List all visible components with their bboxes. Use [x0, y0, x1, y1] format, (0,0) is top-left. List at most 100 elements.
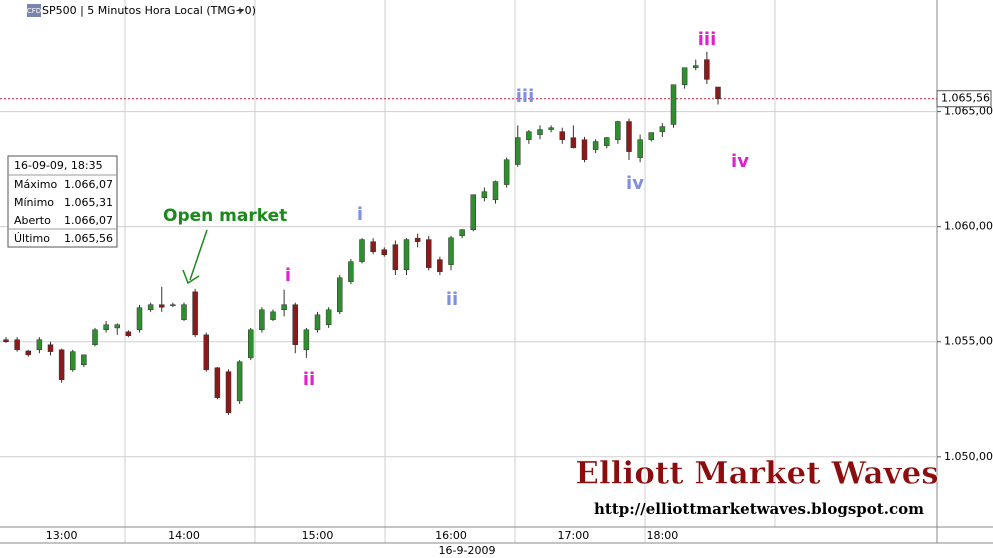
candle-body — [259, 309, 265, 331]
x-tick-label: 16:00 — [435, 529, 467, 542]
last-price-label: 1.065,56 — [941, 92, 990, 105]
candle-body — [36, 339, 43, 351]
annotation: i — [285, 265, 291, 286]
annotation: iii — [698, 29, 717, 50]
candle-body — [14, 339, 20, 351]
watermark-url[interactable]: http://elliottmarketwaves.blogspot.com — [594, 500, 924, 518]
dropdown-arrow[interactable] — [238, 9, 244, 13]
candle-body — [537, 129, 543, 135]
candle-body — [559, 131, 565, 140]
candle-body — [136, 307, 143, 331]
candle-body — [615, 121, 621, 140]
candle-body — [348, 261, 354, 282]
candle-body — [203, 334, 209, 371]
x-tick-label: 18:00 — [647, 529, 679, 542]
candle-body — [3, 339, 9, 342]
hour-separators — [124, 0, 776, 543]
badge-bg — [27, 4, 41, 17]
candle-body — [125, 331, 132, 337]
info-value: 1.066,07 — [64, 214, 113, 227]
candle-body — [448, 237, 454, 265]
candle-body — [715, 86, 721, 99]
watermark-title: Elliott Market Waves — [575, 456, 939, 492]
candle-body — [248, 329, 254, 359]
candle-body — [103, 324, 109, 331]
plot: 1.050,001.055,001.060,001.065,001.065,56… — [0, 51, 993, 542]
info-label: Último — [14, 232, 50, 245]
candle-body — [303, 329, 310, 351]
candle-body — [503, 159, 510, 185]
candle-body — [114, 324, 120, 329]
candle-body — [693, 65, 699, 68]
candle-body — [392, 244, 399, 270]
candle-body — [470, 194, 476, 230]
candle-body — [70, 351, 76, 371]
candle-body — [92, 329, 98, 345]
candle-body — [681, 67, 688, 85]
chart-title: SP500 | 5 Minutos Hora Local (TMG+0) — [42, 4, 256, 17]
annotation: iv — [626, 173, 644, 194]
info-value: 1.065,56 — [64, 232, 113, 245]
candle-body — [25, 350, 31, 356]
info-label: Aberto — [14, 214, 51, 227]
x-tick-label: 17:00 — [558, 529, 590, 542]
annotation: i — [357, 204, 363, 225]
candle-body — [181, 304, 187, 320]
candle-body — [170, 304, 176, 306]
candle-body — [459, 229, 465, 236]
candle-body — [704, 59, 710, 80]
candle-body — [670, 84, 677, 125]
date-label: 16-9-2009 — [439, 544, 496, 557]
candle-body — [236, 361, 243, 402]
annotation: ii — [446, 289, 458, 310]
candle-body — [281, 304, 287, 311]
candle-body — [192, 291, 198, 336]
badge: CFD — [27, 7, 41, 15]
candle-body — [492, 181, 499, 201]
candle-body — [359, 239, 365, 262]
candle-body — [47, 344, 54, 352]
candle-body — [370, 241, 376, 253]
annotation: iv — [731, 151, 749, 172]
candle-body — [570, 137, 577, 148]
y-tick-label: 1.050,00 — [944, 450, 993, 463]
candle-body — [659, 126, 666, 132]
candle-body — [648, 132, 654, 140]
candle-body — [147, 304, 154, 311]
candle-body — [592, 141, 599, 150]
annotation-arrow — [182, 229, 208, 285]
info-title: 16-09-09, 18:35 — [14, 159, 103, 172]
info-box: 16-09-09, 18:35 Máximo 1.066,07 Mínimo 1.06… — [7, 155, 118, 248]
candle-body — [637, 139, 643, 158]
candle-body — [58, 349, 65, 380]
x-tick-label: 15:00 — [302, 529, 334, 542]
info-value: 1.065,31 — [64, 196, 113, 209]
annotation: ii — [303, 369, 315, 390]
candle-body — [426, 239, 432, 268]
candle-body — [437, 259, 443, 273]
candle-body — [270, 311, 276, 320]
candle-body — [325, 309, 332, 325]
candle-body — [526, 131, 532, 140]
candle-body — [337, 277, 343, 313]
candle-body — [214, 367, 221, 398]
candle-body — [481, 191, 488, 198]
annotation: iii — [516, 86, 535, 107]
candle-body — [292, 304, 298, 345]
candle-body — [626, 121, 632, 152]
candle-body — [81, 354, 87, 366]
candle-body — [159, 304, 165, 308]
candle-body — [548, 127, 554, 130]
x-tick-label: 14:00 — [168, 529, 200, 542]
candle-body — [515, 137, 521, 165]
candle-body — [403, 239, 410, 270]
y-tick-label: 1.055,00 — [944, 335, 993, 348]
candle-body — [381, 249, 387, 256]
candle-body — [225, 371, 232, 414]
last-price-box — [936, 90, 992, 108]
y-tick-label: 1.060,00 — [944, 220, 993, 233]
candle-body — [414, 237, 421, 242]
candle-body — [581, 139, 588, 160]
